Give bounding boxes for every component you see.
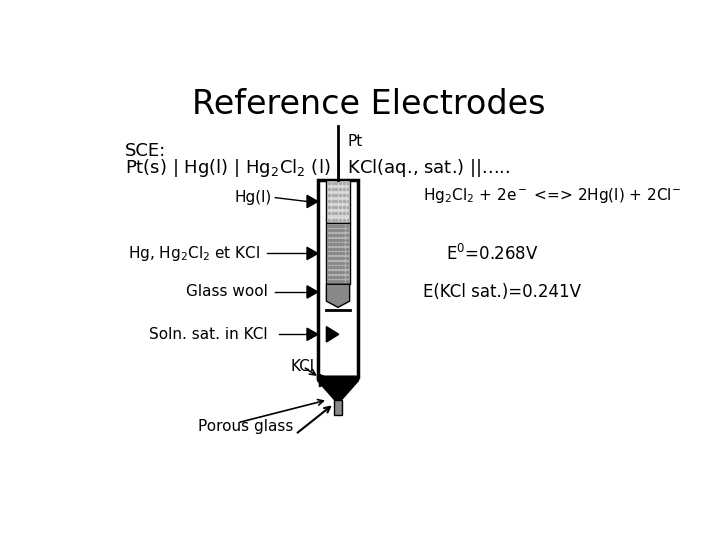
Bar <box>334 400 342 415</box>
Bar <box>326 222 350 284</box>
Bar <box>326 180 350 222</box>
Text: Porous glass: Porous glass <box>199 419 294 434</box>
Text: Pt(s) | Hg(l) | Hg$_2$Cl$_2$ (l) | KCl(aq., sat.) ||.....: Pt(s) | Hg(l) | Hg$_2$Cl$_2$ (l) | KCl(a… <box>125 157 510 179</box>
Text: Soln. sat. in KCl: Soln. sat. in KCl <box>149 327 267 342</box>
Polygon shape <box>307 286 318 298</box>
Polygon shape <box>318 377 358 400</box>
Text: Glass wool: Glass wool <box>186 285 267 300</box>
Text: Pt: Pt <box>347 134 363 149</box>
Text: KCl: KCl <box>291 359 315 374</box>
Polygon shape <box>307 247 318 260</box>
Text: E(KCl sat.)=0.241V: E(KCl sat.)=0.241V <box>423 283 581 301</box>
Text: Hg, Hg$_2$Cl$_2$ et KCl: Hg, Hg$_2$Cl$_2$ et KCl <box>127 244 260 263</box>
Text: E$^0$=0.268V: E$^0$=0.268V <box>446 244 539 264</box>
Polygon shape <box>307 328 318 340</box>
Text: SCE:: SCE: <box>125 142 166 160</box>
Polygon shape <box>307 195 318 208</box>
Polygon shape <box>326 327 339 342</box>
Polygon shape <box>320 374 333 387</box>
Text: Hg$_2$Cl$_2$ + 2e$^-$ <=> 2Hg(l) + 2Cl$^{-}$: Hg$_2$Cl$_2$ + 2e$^-$ <=> 2Hg(l) + 2Cl$^… <box>423 186 681 205</box>
Text: Hg(l): Hg(l) <box>234 190 271 205</box>
Polygon shape <box>326 284 350 307</box>
Bar <box>318 180 358 377</box>
Text: Reference Electrodes: Reference Electrodes <box>192 88 546 121</box>
